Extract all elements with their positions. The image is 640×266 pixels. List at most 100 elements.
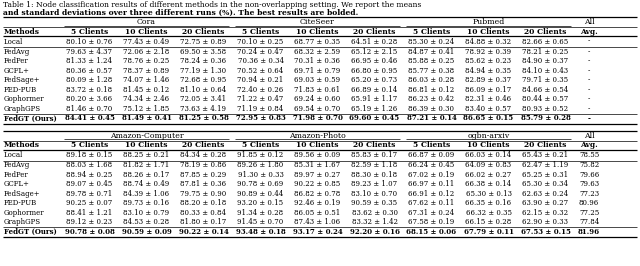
Text: Cora: Cora [137,18,156,26]
Text: 78.37 ± 0.89: 78.37 ± 0.89 [124,67,170,75]
Text: 66.03 ± 0.14: 66.03 ± 0.14 [465,151,511,159]
Text: 69.60 ± 0.45: 69.60 ± 0.45 [349,114,399,123]
Text: 79.66: 79.66 [579,171,599,179]
Text: 92.20 ± 0.16: 92.20 ± 0.16 [349,228,399,236]
Text: 81.49 ± 0.41: 81.49 ± 0.41 [122,114,172,123]
Text: 85.77 ± 0.38: 85.77 ± 0.38 [408,67,454,75]
Text: 70.52 ± 0.64: 70.52 ± 0.64 [237,67,284,75]
Text: 89.78 ± 0.71: 89.78 ± 0.71 [67,190,113,198]
Text: 81.33 ± 1.24: 81.33 ± 1.24 [67,57,113,65]
Text: Pubmed: Pubmed [472,18,504,26]
Text: 75.82: 75.82 [579,161,599,169]
Text: 70.24 ± 0.47: 70.24 ± 0.47 [237,48,284,56]
Text: 86.81 ± 0.12: 86.81 ± 0.12 [408,86,454,94]
Text: 85.88 ± 0.25: 85.88 ± 0.25 [408,57,454,65]
Text: Gophormer: Gophormer [4,209,45,217]
Text: 69.24 ± 0.60: 69.24 ± 0.60 [294,95,340,103]
Text: 66.80 ± 0.95: 66.80 ± 0.95 [351,67,397,75]
Text: 88.26 ± 0.17: 88.26 ± 0.17 [124,171,170,179]
Text: 90.22 ± 0.85: 90.22 ± 0.85 [294,180,340,188]
Text: 89.97 ± 0.27: 89.97 ± 0.27 [294,171,340,179]
Text: 89.12 ± 0.23: 89.12 ± 0.23 [67,218,113,226]
Text: 88.03 ± 1.68: 88.03 ± 1.68 [67,161,113,169]
Text: 69.54 ± 0.70: 69.54 ± 0.70 [294,105,340,113]
Text: 90.59 ± 0.09: 90.59 ± 0.09 [122,228,172,236]
Text: -: - [588,95,590,103]
Text: -: - [588,114,591,123]
Text: 65.30 ± 0.34: 65.30 ± 0.34 [522,180,568,188]
Text: Local: Local [4,38,23,45]
Text: 20 Clients: 20 Clients [353,141,396,149]
Text: 65.19 ± 1.26: 65.19 ± 1.26 [351,105,397,113]
Text: FedPer: FedPer [4,171,29,179]
Text: 84.66 ± 0.54: 84.66 ± 0.54 [522,86,568,94]
Text: FedGT (Ours): FedGT (Ours) [4,114,57,123]
Text: 84.34 ± 0.28: 84.34 ± 0.28 [180,151,227,159]
Text: 86.65 ± 0.15: 86.65 ± 0.15 [463,114,513,123]
Text: 89.56 ± 0.09: 89.56 ± 0.09 [294,151,340,159]
Text: 85.79 ± 0.28: 85.79 ± 0.28 [520,114,570,123]
Text: FedGT (Ours): FedGT (Ours) [4,228,57,236]
Text: 10 Clients: 10 Clients [467,141,509,149]
Text: 20 Clients: 20 Clients [524,141,566,149]
Text: 5 Clients: 5 Clients [242,141,279,149]
Text: 91.34 ± 0.28: 91.34 ± 0.28 [237,209,284,217]
Text: 86.39 ± 0.30: 86.39 ± 0.30 [408,105,454,113]
Text: 78.19 ± 0.86: 78.19 ± 0.86 [180,161,227,169]
Text: 67.58 ± 0.19: 67.58 ± 0.19 [408,218,454,226]
Text: 80.09 ± 1.28: 80.09 ± 1.28 [67,76,113,84]
Text: 71.83 ± 0.61: 71.83 ± 0.61 [294,86,340,94]
Text: 90.59 ± 0.35: 90.59 ± 0.35 [351,199,397,207]
Text: 65.30 ± 0.13: 65.30 ± 0.13 [465,190,511,198]
Text: 89.26 ± 1.80: 89.26 ± 1.80 [237,161,284,169]
Text: Gophormer: Gophormer [4,95,45,103]
Text: 68.32 ± 2.59: 68.32 ± 2.59 [294,48,340,56]
Text: 64.51 ± 0.28: 64.51 ± 0.28 [351,38,397,45]
Text: 79.75 ± 0.90: 79.75 ± 0.90 [180,190,227,198]
Text: 5 Clients: 5 Clients [71,141,108,149]
Text: 79.63 ± 4.37: 79.63 ± 4.37 [67,48,113,56]
Text: All: All [584,18,595,26]
Text: 82.66 ± 0.65: 82.66 ± 0.65 [522,38,568,45]
Text: 93.17 ± 0.24: 93.17 ± 0.24 [292,228,342,236]
Text: 85.62 ± 0.23: 85.62 ± 0.23 [465,57,511,65]
Text: 77.25: 77.25 [579,209,599,217]
Text: 77.23: 77.23 [579,190,599,198]
Text: 83.40 ± 0.57: 83.40 ± 0.57 [465,105,511,113]
Text: 81.10 ± 0.64: 81.10 ± 0.64 [180,86,227,94]
Text: GCFL+: GCFL+ [4,180,30,188]
Text: 66.02 ± 0.27: 66.02 ± 0.27 [465,171,511,179]
Text: 62.63 ± 0.24: 62.63 ± 0.24 [522,190,568,198]
Text: 74.07 ± 1.46: 74.07 ± 1.46 [124,76,170,84]
Text: -: - [588,105,590,113]
Text: 84.87 ± 0.41: 84.87 ± 0.41 [408,48,454,56]
Text: 77.43 ± 0.49: 77.43 ± 0.49 [124,38,170,45]
Text: 82.31 ± 0.46: 82.31 ± 0.46 [465,95,511,103]
Text: 70.31 ± 0.36: 70.31 ± 0.36 [294,57,340,65]
Text: Local: Local [4,151,23,159]
Text: Amazon-Computer: Amazon-Computer [109,131,184,139]
Text: 78.21 ± 0.25: 78.21 ± 0.25 [522,48,568,56]
Text: 84.90 ± 0.37: 84.90 ± 0.37 [522,57,568,65]
Text: 81.82 ± 1.71: 81.82 ± 1.71 [124,161,170,169]
Text: 80.44 ± 0.57: 80.44 ± 0.57 [522,95,568,103]
Text: 88.20 ± 0.18: 88.20 ± 0.18 [180,199,227,207]
Text: 67.02 ± 0.19: 67.02 ± 0.19 [408,171,454,179]
Text: 66.97 ± 0.11: 66.97 ± 0.11 [408,180,454,188]
Text: Avg.: Avg. [580,141,598,149]
Text: 79.71 ± 0.35: 79.71 ± 0.35 [522,76,568,84]
Text: 89.73 ± 0.16: 89.73 ± 0.16 [124,199,170,207]
Text: 81.25 ± 0.58: 81.25 ± 0.58 [179,114,228,123]
Text: 72.75 ± 0.89: 72.75 ± 0.89 [180,38,227,45]
Text: 10 Clients: 10 Clients [125,28,168,36]
Text: 72.68 ± 0.95: 72.68 ± 0.95 [180,76,227,84]
Text: 84.88 ± 0.32: 84.88 ± 0.32 [465,38,511,45]
Text: 20 Clients: 20 Clients [182,141,225,149]
Text: Methods: Methods [4,141,40,149]
Text: 87.81 ± 0.36: 87.81 ± 0.36 [180,180,227,188]
Text: 83.72 ± 0.18: 83.72 ± 0.18 [67,86,113,94]
Text: 66.24 ± 0.45: 66.24 ± 0.45 [408,161,454,169]
Text: 83.32 ± 1.42: 83.32 ± 1.42 [351,218,397,226]
Text: -: - [588,76,590,84]
Text: 63.90 ± 0.27: 63.90 ± 0.27 [522,199,568,207]
